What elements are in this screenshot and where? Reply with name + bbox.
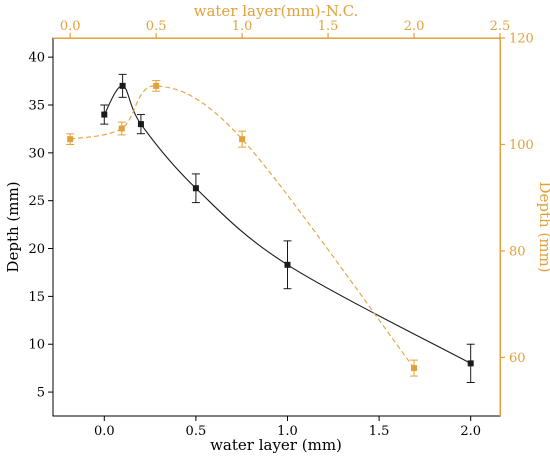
right-tick-label: 100 xyxy=(509,138,534,153)
data-point xyxy=(239,136,246,143)
top-tick-label: 0.5 xyxy=(146,19,167,34)
bottom-tick-label: 0.5 xyxy=(186,424,207,439)
right-tick-label: 120 xyxy=(509,32,534,47)
top-axis-line xyxy=(53,37,500,39)
data-point xyxy=(284,261,291,268)
left-axis-ticks: 5 10 15 20 25 30 35 40 xyxy=(28,51,53,401)
data-point xyxy=(467,360,474,367)
series-layer xyxy=(66,73,475,384)
series-1-line xyxy=(103,85,471,364)
top-tick-label: 0.0 xyxy=(60,19,81,34)
left-tick-label: 10 xyxy=(28,338,45,353)
bottom-tick-label: 0.0 xyxy=(94,424,115,439)
bottom-axis-title: water layer (mm) xyxy=(210,436,342,454)
top-axis-title: water layer(mm)-N.C. xyxy=(194,2,359,20)
bottom-tick-label: 2.0 xyxy=(460,424,481,439)
data-point xyxy=(101,111,108,118)
left-tick-label: 20 xyxy=(28,242,45,257)
left-tick-label: 25 xyxy=(28,194,45,209)
left-axis-title: Depth (mm) xyxy=(4,181,22,272)
right-tick-label: 60 xyxy=(509,351,526,366)
data-point xyxy=(153,82,160,89)
top-axis-ticks: 0.0 0.5 1.0 1.5 2.0 2.5 xyxy=(60,19,510,38)
data-point xyxy=(67,136,74,143)
bottom-axis-ticks: 0.0 0.5 1.0 1.5 2.0 xyxy=(94,416,481,439)
left-tick-label: 30 xyxy=(28,146,45,161)
right-axis-ticks: 60 80 100 120 xyxy=(500,32,534,366)
plot-frame xyxy=(52,37,501,417)
right-tick-label: 80 xyxy=(509,244,526,259)
top-tick-label: 1.0 xyxy=(232,19,253,34)
data-point xyxy=(192,185,199,192)
top-tick-label: 1.5 xyxy=(318,19,339,34)
data-point xyxy=(118,125,125,132)
top-tick-label: 2.5 xyxy=(490,19,511,34)
left-tick-label: 15 xyxy=(28,290,45,305)
data-point xyxy=(411,365,418,372)
left-tick-label: 5 xyxy=(37,386,45,401)
series-2 xyxy=(66,80,419,377)
data-point xyxy=(119,82,126,89)
series-1 xyxy=(100,73,475,384)
left-tick-label: 35 xyxy=(28,98,45,113)
right-axis-line xyxy=(499,38,501,416)
top-tick-label: 2.0 xyxy=(404,19,425,34)
right-axis-title: Depth (mm) xyxy=(536,181,550,272)
left-tick-label: 40 xyxy=(28,51,45,66)
bottom-tick-label: 1.0 xyxy=(277,424,298,439)
bottom-tick-label: 1.5 xyxy=(369,424,390,439)
data-point xyxy=(137,121,144,128)
